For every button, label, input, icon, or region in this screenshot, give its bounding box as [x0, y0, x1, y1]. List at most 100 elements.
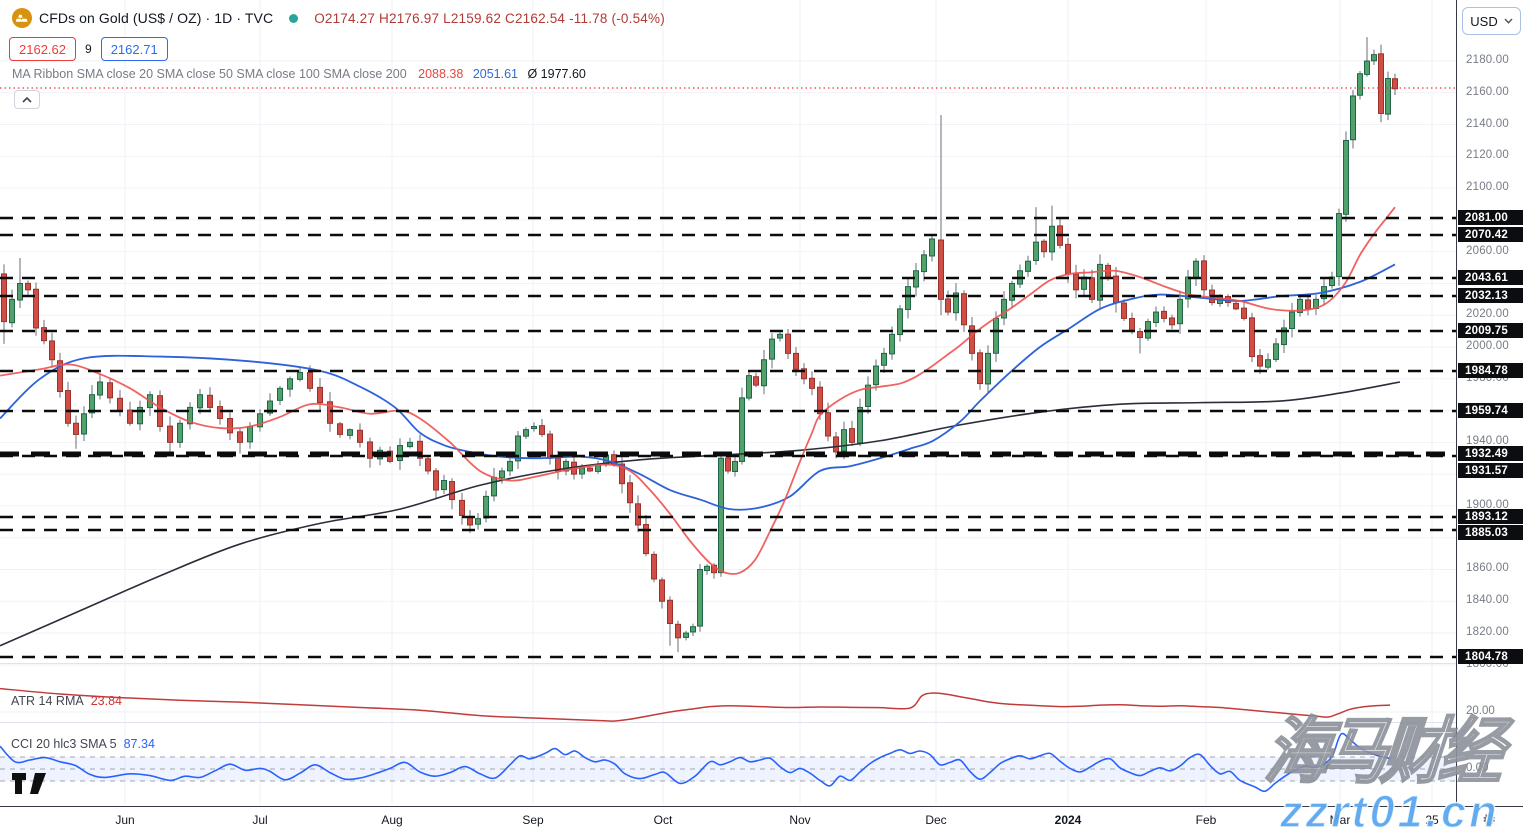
candle-body [1385, 77, 1391, 115]
candle-body [397, 445, 403, 462]
candle-body [1097, 263, 1103, 301]
level-price-label: 1885.03 [1458, 525, 1523, 540]
candle-body [1137, 331, 1143, 338]
spread-value: 9 [85, 42, 92, 56]
candle-body [41, 327, 47, 342]
candle-body [1357, 73, 1363, 96]
candle-body [993, 317, 999, 354]
candle-body [357, 429, 363, 443]
time-tick-label: Aug [381, 813, 403, 827]
candle-body [1336, 213, 1342, 278]
candle-body [237, 431, 243, 443]
ohlc-values: O2174.27 H2176.97 L2159.62 C2162.54 -11.… [314, 10, 665, 26]
candle-body [297, 371, 303, 380]
candle-body [897, 308, 903, 336]
candle-body [1273, 343, 1279, 360]
price-tick-label: 1860.00 [1466, 562, 1509, 575]
sell-price-button[interactable]: 2162.62 [9, 37, 76, 61]
level-price-label: 2081.00 [1458, 210, 1523, 225]
ma-ribbon-label: MA Ribbon SMA close 20 SMA close 50 SMA … [12, 67, 407, 81]
candle-body [337, 423, 343, 435]
candle-body [1265, 359, 1271, 368]
candle-body [1343, 139, 1349, 215]
candle-body [167, 425, 173, 443]
candle-body [459, 499, 465, 516]
candle-body [753, 376, 759, 386]
candle-body [718, 457, 724, 574]
time-tick-label: Jul [252, 813, 268, 827]
candle-body [177, 422, 183, 443]
candle-body [1009, 282, 1015, 301]
price-tick-label: 1900.00 [1466, 498, 1509, 511]
candle-body [33, 288, 39, 329]
sma-50-line [0, 263, 1396, 511]
level-price-label: 1932.49 [1458, 446, 1523, 461]
candle-body [809, 377, 815, 389]
candle-body [327, 401, 333, 424]
candle-body [1257, 355, 1263, 367]
candle-body [1161, 310, 1167, 319]
candle-body [938, 239, 944, 300]
candle-body [17, 282, 23, 301]
level-price-label: 1804.78 [1458, 649, 1523, 664]
price-chart-canvas[interactable] [0, 0, 1456, 806]
time-tick-label: Sep [522, 813, 544, 827]
candle-body [833, 436, 839, 453]
symbol-row: CFDs on Gold (US$ / OZ) · 1D · TVC O2174… [12, 7, 665, 29]
candle-body [961, 293, 967, 326]
price-tick-label: 1820.00 [1466, 626, 1509, 639]
candle-body [635, 503, 641, 526]
candle-body [985, 352, 991, 385]
ma-ribbon-row: MA Ribbon SMA close 20 SMA close 50 SMA … [12, 67, 586, 81]
candle-body [627, 482, 633, 504]
candle-body [97, 381, 103, 396]
price-tick-label: 2020.00 [1466, 308, 1509, 321]
candle-body [433, 470, 439, 491]
collapse-legend-button[interactable] [14, 90, 40, 109]
candle-body [619, 463, 625, 485]
ma-mid-value: 2051.61 [472, 67, 518, 81]
tradingview-logo[interactable] [12, 773, 46, 794]
candle-body [704, 565, 710, 571]
level-price-label: 1984.78 [1458, 363, 1523, 378]
candle-body [1371, 54, 1377, 62]
candle-body [1065, 243, 1071, 275]
candle-body [761, 359, 767, 387]
gold-coin-icon [12, 8, 32, 28]
candle-body [889, 333, 895, 355]
candle-body [1297, 298, 1303, 313]
candle-body [690, 626, 696, 633]
candle-body [825, 412, 831, 437]
cci-tick-label: 0.00 [1466, 762, 1489, 774]
price-axis[interactable]: USD 2180.00 2160.00 2140.00 2120.00 2100.00 2… [1456, 0, 1523, 806]
candle-body [1241, 307, 1247, 319]
candle-body [977, 352, 983, 385]
candle-body [347, 429, 353, 436]
candle-body [732, 460, 738, 472]
candle-body [1121, 302, 1127, 319]
time-tick-label: Feb [1195, 813, 1217, 827]
candle-body [1350, 95, 1356, 141]
candle-body [449, 481, 455, 501]
candle-body [1049, 225, 1055, 253]
candle-body [1073, 273, 1079, 291]
candle-body [475, 518, 481, 525]
buy-price-button[interactable]: 2162.71 [100, 37, 168, 61]
candle-body [117, 397, 123, 412]
level-price-label: 2043.61 [1458, 270, 1523, 285]
candle-body [287, 378, 293, 390]
candle-body [929, 238, 935, 257]
candle-body [1041, 240, 1047, 253]
time-tick-label: Nov [789, 813, 811, 827]
candle-body [1025, 260, 1031, 272]
candle-body [307, 372, 313, 389]
currency-dropdown[interactable]: USD [1462, 7, 1521, 35]
ma-fast-value: 2088.38 [418, 67, 464, 81]
atr-value: 23.84 [90, 694, 122, 708]
price-tick-label: 2000.00 [1466, 340, 1509, 353]
gear-icon[interactable]: ⚙ [1482, 812, 1497, 829]
candle-body [1364, 60, 1370, 75]
candle-body [49, 340, 55, 361]
candle-body [247, 425, 253, 443]
time-axis[interactable]: ⚙ Jun Jul Aug Sep Oct Nov Dec 2024 Feb Mar 25 [0, 806, 1523, 834]
